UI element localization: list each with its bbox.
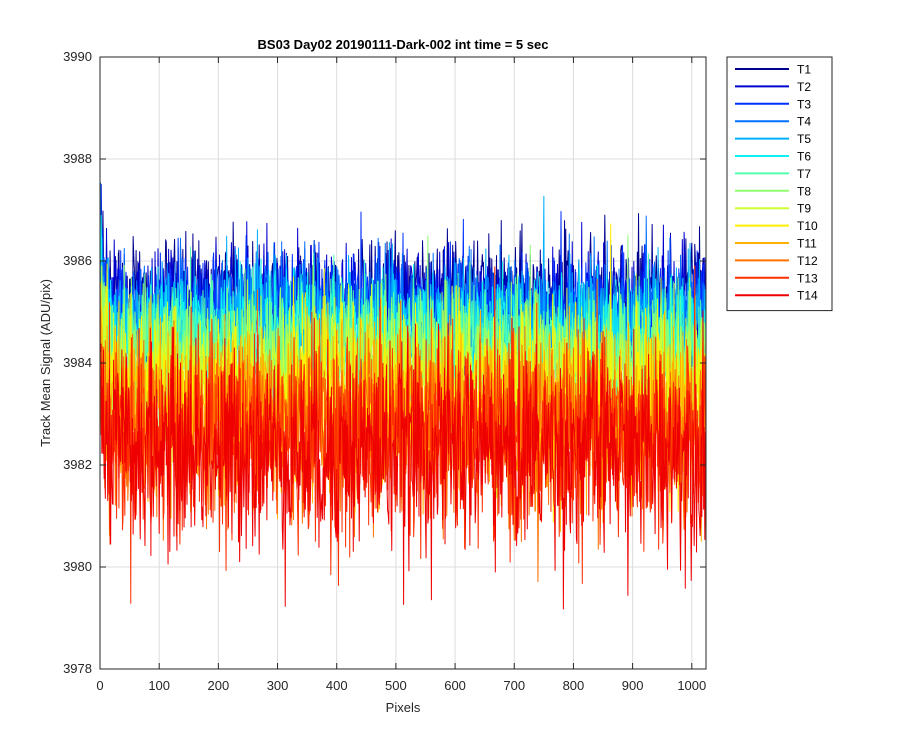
x-tick-label: 600 — [444, 678, 466, 693]
x-tick-label: 0 — [96, 678, 103, 693]
x-tick-label: 100 — [148, 678, 170, 693]
y-tick-label: 3982 — [63, 457, 92, 472]
legend-label-t12: T12 — [797, 254, 818, 268]
legend-label-t9: T9 — [797, 202, 811, 216]
legend-label-t14: T14 — [797, 289, 818, 303]
y-tick-label: 3978 — [63, 661, 92, 676]
legend-label-t13: T13 — [797, 271, 818, 285]
y-tick-label: 3988 — [63, 151, 92, 166]
legend-label-t8: T8 — [797, 184, 811, 198]
x-tick-label: 300 — [267, 678, 289, 693]
legend: T1 T2 T3 T4 T5 T6 T7 T8 T9 T10 T11 T12 T13 T14 — [726, 56, 833, 312]
y-axis-label: Track Mean Signal (ADU/pix) — [38, 279, 53, 447]
x-tick-label: 1000 — [677, 678, 706, 693]
x-tick-label: 900 — [622, 678, 644, 693]
series-layer — [100, 182, 707, 610]
y-tick-label: 3986 — [63, 253, 92, 268]
y-tick-label: 3984 — [63, 355, 92, 370]
x-axis-label: Pixels — [386, 700, 421, 715]
x-tick-label: 700 — [503, 678, 525, 693]
axis-ticks: 0 100 200 300 400 500 600 700 800 900 1000 3978 3980… — [63, 49, 706, 693]
chart-title: BS03 Day02 20190111-Dark-002 int time = … — [258, 37, 549, 52]
series-line-t14 — [100, 310, 707, 610]
x-tick-label: 400 — [326, 678, 348, 693]
x-tick-label: 500 — [385, 678, 407, 693]
legend-label-t1: T1 — [797, 63, 811, 77]
legend-box — [726, 56, 833, 312]
y-tick-label: 3980 — [63, 559, 92, 574]
legend-label-t3: T3 — [797, 97, 811, 111]
legend-label-t5: T5 — [797, 132, 811, 146]
legend-label-t10: T10 — [797, 219, 818, 233]
legend-label-t2: T2 — [797, 80, 811, 94]
legend-label-t4: T4 — [797, 115, 811, 129]
x-tick-label: 800 — [563, 678, 585, 693]
legend-label-t7: T7 — [797, 167, 811, 181]
legend-label-t11: T11 — [797, 237, 817, 251]
x-tick-label: 200 — [208, 678, 230, 693]
legend-label-t6: T6 — [797, 150, 811, 164]
y-tick-label: 3990 — [63, 49, 92, 64]
